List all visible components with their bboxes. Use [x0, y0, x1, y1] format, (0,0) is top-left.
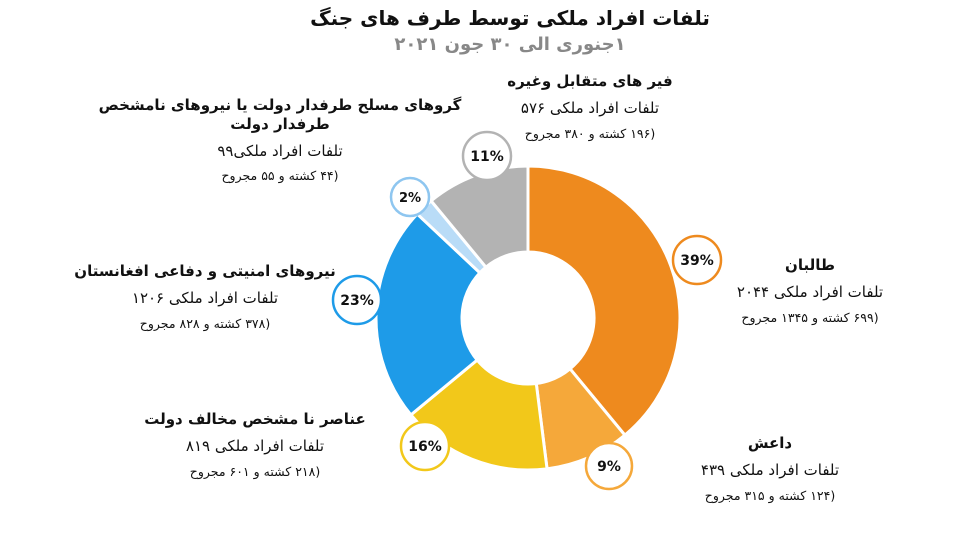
percent-bubble: [389, 176, 431, 218]
chart-subtitle: ۱جنوری الی ۳۰ جون ۲۰۲۱: [394, 34, 626, 55]
slice-total: تلفات افراد ملکی ۲۰۴۴: [736, 282, 884, 301]
percent-label: 16%: [408, 439, 442, 455]
slice-total: تلفات افراد ملکی ۵۷۶: [520, 98, 660, 117]
slice-name: گروهای مسلح طرفدار دولت یا نیروهای نامشخ…: [98, 96, 462, 133]
slice-label-crossfire-other: فیر های متقابل وغیره تلفات افراد ملکی ۵۷…: [470, 72, 710, 141]
slice-total: تلفات افراد ملکی ۴۳۹: [700, 460, 840, 479]
percent-bubble: [671, 234, 723, 286]
slice-name: نیروهای امنیتی و دفاعی افغانستان: [74, 262, 336, 280]
slice-name: داعش: [747, 434, 793, 452]
donut-slice: [374, 211, 483, 418]
slice-detail: (۱۹۶ کشته و ۳۸۰ مجروح: [524, 125, 656, 141]
percent-label: 11%: [470, 149, 504, 165]
slice-name: عناصر نا مشخص مخالف دولت: [144, 410, 366, 428]
slice-label-afghan-security-forces: نیروهای امنیتی و دفاعی افغانستان تلفات ا…: [40, 262, 370, 331]
slice-detail: (۳۷۸ کشته و ۸۲۸ مجروح: [139, 315, 271, 331]
slice-total: تلفات افراد ملکی ۱۲۰۶: [131, 288, 279, 307]
slice-label-taliban: طالبان تلفات افراد ملکی ۲۰۴۴ (۶۹۹ کشته و…: [690, 256, 930, 325]
percent-bubble: [331, 274, 383, 326]
slice-label-unidentified-anti-government: عناصر نا مشخص مخالف دولت تلفات افراد ملک…: [130, 410, 380, 479]
donut-slice: [526, 164, 682, 438]
slice-name: طالبان: [785, 256, 835, 274]
slice-total: تلفات افراد ملکی ۸۱۹: [185, 436, 325, 455]
percent-bubble: [399, 420, 451, 472]
slice-label-isis: داعش تلفات افراد ملکی ۴۳۹ (۱۲۴ کشته و ۳۱…: [640, 434, 900, 503]
percent-label: 23%: [340, 293, 374, 309]
donut-slice: [428, 164, 530, 270]
percent-label: 39%: [680, 253, 714, 269]
slice-detail: (۲۱۸ کشته و ۶۰۱ مجروح: [189, 463, 321, 479]
percent-bubble: [461, 130, 513, 182]
percent-bubble: [584, 441, 634, 491]
percent-label: 2%: [399, 191, 421, 206]
slice-detail: (۱۲۴ کشته و ۳۱۵ مجروح: [704, 487, 836, 503]
percent-label: 9%: [597, 459, 621, 475]
slice-detail: (۶۹۹ کشته و ۱۳۴۵ مجروح: [741, 309, 879, 325]
slice-total: تلفات افراد ملکی۹۹: [217, 141, 343, 160]
slice-label-pro-government-groups: گروهای مسلح طرفدار دولت یا نیروهای نامشخ…: [80, 96, 480, 184]
slice-name: فیر های متقابل وغیره: [507, 72, 673, 90]
slice-detail: (۴۴ کشته و ۵۵ مجروح: [221, 168, 339, 184]
chart-title: تلفات افراد ملکی توسط طرف های جنگ: [310, 6, 710, 30]
